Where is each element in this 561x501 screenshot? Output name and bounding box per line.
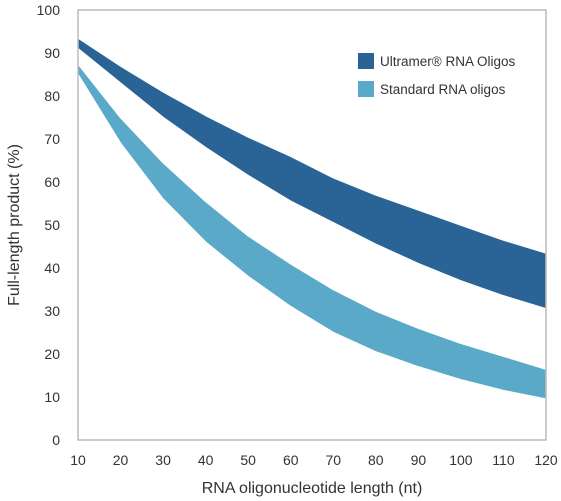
legend-label-1: Standard RNA oligos [380, 82, 506, 97]
x-tick-label: 60 [283, 452, 299, 468]
x-tick-label: 30 [155, 452, 171, 468]
x-tick-label: 10 [70, 452, 86, 468]
y-tick-label: 10 [44, 389, 60, 405]
x-tick-label: 70 [325, 452, 341, 468]
y-tick-label: 60 [44, 174, 60, 190]
y-tick-label: 20 [44, 346, 60, 362]
y-tick-label: 30 [44, 303, 60, 319]
x-tick-label: 50 [240, 452, 256, 468]
y-tick-label: 0 [52, 432, 60, 448]
y-tick-label: 90 [44, 45, 60, 61]
y-tick-label: 40 [44, 260, 60, 276]
plot-frame [77, 9, 547, 441]
x-tick-label: 100 [449, 452, 473, 468]
x-axis-title: RNA oligonucleotide length (nt) [202, 480, 423, 497]
legend: Ultramer® RNA Oligos Standard RNA oligos [358, 53, 515, 97]
y-axis-title: Full-length product (%) [6, 144, 23, 306]
x-tick-label: 40 [198, 452, 214, 468]
x-tick-label: 120 [534, 452, 558, 468]
x-tick-label: 110 [492, 452, 515, 468]
y-tick-label: 70 [44, 131, 60, 147]
legend-swatch-0 [358, 53, 374, 69]
x-tick-labels: 10 20 30 40 50 60 70 80 90 100 110 120 [70, 452, 558, 468]
y-tick-labels: 0 10 20 30 40 50 60 70 80 90 100 [37, 2, 61, 448]
y-tick-label: 80 [44, 88, 60, 104]
legend-swatch-1 [358, 81, 374, 97]
y-tick-label: 100 [37, 2, 61, 18]
y-tick-label: 50 [44, 217, 60, 233]
legend-label-0: Ultramer® RNA Oligos [380, 54, 515, 69]
x-tick-label: 90 [411, 452, 427, 468]
x-tick-label: 80 [368, 452, 384, 468]
x-tick-label: 20 [113, 452, 129, 468]
